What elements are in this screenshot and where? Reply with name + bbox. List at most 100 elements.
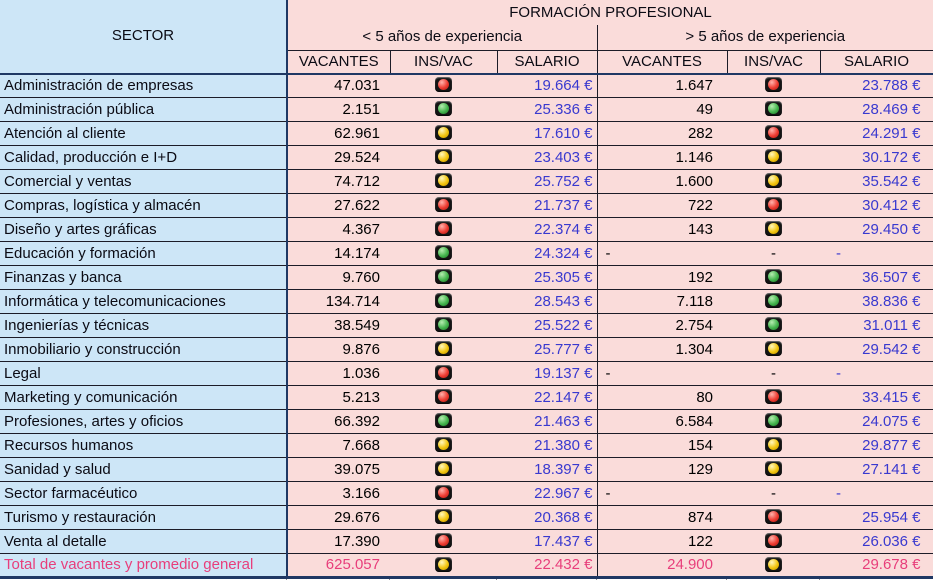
insvac-lt5-cell[interactable] [390,145,497,170]
salario-lt5-cell[interactable]: 21.380 € [497,433,598,458]
salario-lt5-cell[interactable]: 20.368 € [497,505,598,530]
salario-gt5-cell[interactable]: 30.412 € [820,193,933,218]
sector-cell[interactable]: Turismo y restauración [0,505,288,530]
salario-gt5-cell[interactable]: 29.450 € [820,217,933,242]
insvac-lt5-cell[interactable] [390,361,497,386]
salario-gt5-cell[interactable]: 29.542 € [820,337,933,362]
vacantes-lt5-cell[interactable]: 38.549 [287,313,390,338]
sector-cell[interactable]: Calidad, producción e I+D [0,145,288,170]
insvac-gt5-cell[interactable]: - [727,361,820,386]
vacantes-gt5-cell[interactable]: 1.304 [597,337,727,362]
sector-cell[interactable]: Total de vacantes y promedio general [0,553,288,579]
salario-lt5-cell[interactable]: 25.777 € [497,337,598,362]
vacantes-lt5-cell[interactable]: 134.714 [287,289,390,314]
insvac-lt5-cell[interactable] [390,337,497,362]
col-header-vacantes-lt5[interactable]: VACANTES [287,50,390,75]
vacantes-lt5-cell[interactable]: 4.367 [287,217,390,242]
vacantes-gt5-cell[interactable]: - [597,361,727,386]
group-header-gt5[interactable]: > 5 años de experiencia [597,25,933,51]
salario-gt5-cell[interactable]: - [820,361,933,386]
sector-cell[interactable]: Ingenierías y técnicas [0,313,288,338]
vacantes-gt5-cell[interactable]: 24.900 [597,553,727,579]
vacantes-gt5-cell[interactable]: 192 [597,265,727,290]
salario-lt5-cell[interactable]: 18.397 € [497,457,598,482]
insvac-lt5-cell[interactable] [390,265,497,290]
col-header-insvac-gt5[interactable]: INS/VAC [726,50,820,75]
vacantes-lt5-cell[interactable]: 29.524 [287,145,390,170]
sector-cell[interactable]: Administración de empresas [0,73,288,98]
salario-lt5-cell[interactable]: 22.432 € [497,553,598,579]
vacantes-lt5-cell[interactable]: 66.392 [287,409,390,434]
insvac-lt5-cell[interactable] [390,553,497,579]
insvac-gt5-cell[interactable] [727,529,820,554]
salario-lt5-cell[interactable]: 21.737 € [497,193,598,218]
sector-cell[interactable]: Administración pública [0,97,288,122]
insvac-lt5-cell[interactable] [390,505,497,530]
salario-lt5-cell[interactable]: 19.137 € [497,361,598,386]
insvac-lt5-cell[interactable] [390,193,497,218]
vacantes-lt5-cell[interactable]: 29.676 [287,505,390,530]
insvac-gt5-cell[interactable] [727,313,820,338]
salario-gt5-cell[interactable]: 26.036 € [820,529,933,554]
insvac-lt5-cell[interactable] [390,385,497,410]
vacantes-gt5-cell[interactable]: 80 [597,385,727,410]
vacantes-lt5-cell[interactable]: 74.712 [287,169,390,194]
insvac-lt5-cell[interactable] [390,121,497,146]
salario-gt5-cell[interactable]: 38.836 € [820,289,933,314]
salario-gt5-cell[interactable]: 30.172 € [820,145,933,170]
salario-gt5-cell[interactable]: 24.291 € [820,121,933,146]
salario-gt5-cell[interactable]: 23.788 € [820,73,933,98]
insvac-gt5-cell[interactable] [727,121,820,146]
vacantes-lt5-cell[interactable]: 625.057 [287,553,390,579]
insvac-lt5-cell[interactable] [390,241,497,266]
vacantes-gt5-cell[interactable]: 122 [597,529,727,554]
sector-cell[interactable]: Atención al cliente [0,121,288,146]
salario-lt5-cell[interactable]: 17.610 € [497,121,598,146]
vacantes-gt5-cell[interactable]: 154 [597,433,727,458]
vacantes-gt5-cell[interactable]: 2.754 [597,313,727,338]
insvac-gt5-cell[interactable] [727,337,820,362]
sector-cell[interactable]: Recursos humanos [0,433,288,458]
vacantes-gt5-cell[interactable]: 143 [597,217,727,242]
col-header-insvac-lt5[interactable]: INS/VAC [389,50,497,75]
vacantes-gt5-cell[interactable]: 7.118 [597,289,727,314]
vacantes-gt5-cell[interactable]: 282 [597,121,727,146]
vacantes-lt5-cell[interactable]: 14.174 [287,241,390,266]
salario-gt5-cell[interactable]: - [820,481,933,506]
sector-cell[interactable]: Sector farmacéutico [0,481,288,506]
salario-lt5-cell[interactable]: 22.967 € [497,481,598,506]
insvac-gt5-cell[interactable] [727,553,820,579]
insvac-gt5-cell[interactable] [727,289,820,314]
sector-cell[interactable]: Inmobiliario y construcción [0,337,288,362]
vacantes-lt5-cell[interactable]: 27.622 [287,193,390,218]
vacantes-gt5-cell[interactable]: 129 [597,457,727,482]
vacantes-lt5-cell[interactable]: 39.075 [287,457,390,482]
salario-gt5-cell[interactable]: - [820,241,933,266]
insvac-gt5-cell[interactable] [727,265,820,290]
sector-cell[interactable]: Marketing y comunicación [0,385,288,410]
salario-lt5-cell[interactable]: 24.324 € [497,241,598,266]
vacantes-lt5-cell[interactable]: 5.213 [287,385,390,410]
vacantes-lt5-cell[interactable]: 17.390 [287,529,390,554]
vacantes-gt5-cell[interactable]: 722 [597,193,727,218]
salario-gt5-cell[interactable]: 27.141 € [820,457,933,482]
salario-gt5-cell[interactable]: 28.469 € [820,97,933,122]
salario-lt5-cell[interactable]: 22.147 € [497,385,598,410]
vacantes-lt5-cell[interactable]: 7.668 [287,433,390,458]
salario-lt5-cell[interactable]: 21.463 € [497,409,598,434]
vacantes-gt5-cell[interactable]: - [597,241,727,266]
sector-cell[interactable]: Compras, logística y almacén [0,193,288,218]
insvac-gt5-cell[interactable] [727,145,820,170]
insvac-gt5-cell[interactable] [727,457,820,482]
salario-gt5-cell[interactable]: 33.415 € [820,385,933,410]
vacantes-lt5-cell[interactable]: 3.166 [287,481,390,506]
insvac-lt5-cell[interactable] [390,433,497,458]
salario-gt5-cell[interactable]: 31.011 € [820,313,933,338]
sector-cell[interactable]: Profesiones, artes y oficios [0,409,288,434]
col-header-salario-lt5[interactable]: SALARIO [496,50,597,75]
insvac-lt5-cell[interactable] [390,457,497,482]
insvac-gt5-cell[interactable] [727,193,820,218]
group-header-lt5[interactable]: < 5 años de experiencia [287,25,598,51]
insvac-gt5-cell[interactable] [727,169,820,194]
insvac-gt5-cell[interactable] [727,73,820,98]
